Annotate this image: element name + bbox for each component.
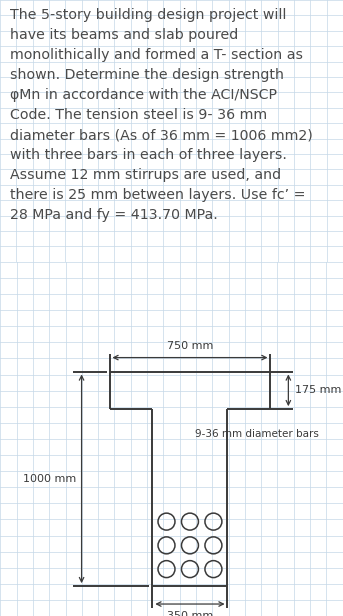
Text: 350 mm: 350 mm	[167, 611, 213, 616]
Text: The 5-story building design project will
have its beams and slab poured
monolith: The 5-story building design project will…	[10, 8, 313, 222]
Text: 9-36 mm diameter bars: 9-36 mm diameter bars	[195, 429, 319, 439]
Text: 750 mm: 750 mm	[167, 341, 213, 351]
Text: 1000 mm: 1000 mm	[23, 474, 76, 484]
Text: 175 mm: 175 mm	[295, 386, 342, 395]
